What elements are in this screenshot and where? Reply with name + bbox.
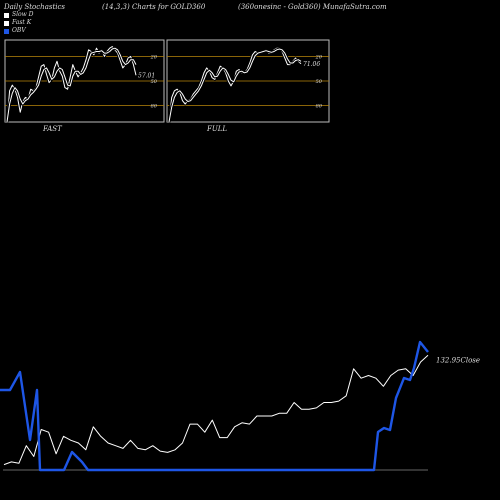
chart-title-center: (14,3,3) Charts for GOLD360 (102, 3, 206, 11)
full-series-slow-d (168, 48, 302, 123)
legend-label-obv: OBV (12, 27, 26, 34)
full-panel-caption: FULL (206, 125, 227, 133)
full-series-casing-slow-d (167, 47, 302, 123)
chart-title-right: (360onesinc - Gold360) MunafaSutra.com (238, 3, 387, 11)
fast-series-slow-d (6, 47, 137, 123)
legend-item-fast-k: Fast K (4, 19, 34, 27)
full-tick-label-20: 20 (315, 54, 323, 60)
legend-label-fast-k: Fast K (12, 19, 32, 26)
full-series-fast-k (168, 47, 302, 123)
legend-label-slow-d: Slow D (12, 11, 34, 18)
fast-panel-caption: FAST (42, 125, 63, 133)
full-tick-label-50: 50 (316, 79, 323, 85)
legend-swatch-obv (4, 28, 9, 34)
price-last-value-label: 132.95Close (436, 356, 480, 364)
legend-swatch-slow-d (4, 12, 9, 18)
fast-tick-label-20: 20 (150, 54, 158, 60)
legend-item-obv: OBV (4, 27, 34, 35)
fast-tick-label-80: 80 (151, 104, 158, 110)
fast-series-casing-slow-d (5, 46, 138, 123)
fast-last-value-label: 57.01 (138, 72, 155, 79)
price-line (3, 354, 429, 466)
legend: Slow D Fast K OBV (4, 11, 34, 35)
legend-swatch-fast-k (4, 20, 9, 26)
chart-title-left: Daily Stochastics (4, 3, 66, 11)
full-series-casing-fast-k (167, 46, 303, 123)
full-last-value-label: 71.06 (303, 61, 320, 68)
fast-tick-label-50: 50 (151, 79, 158, 85)
obv-line (0, 340, 429, 472)
legend-item-slow-d: Slow D (4, 11, 34, 19)
full-tick-label-80: 80 (316, 104, 323, 110)
